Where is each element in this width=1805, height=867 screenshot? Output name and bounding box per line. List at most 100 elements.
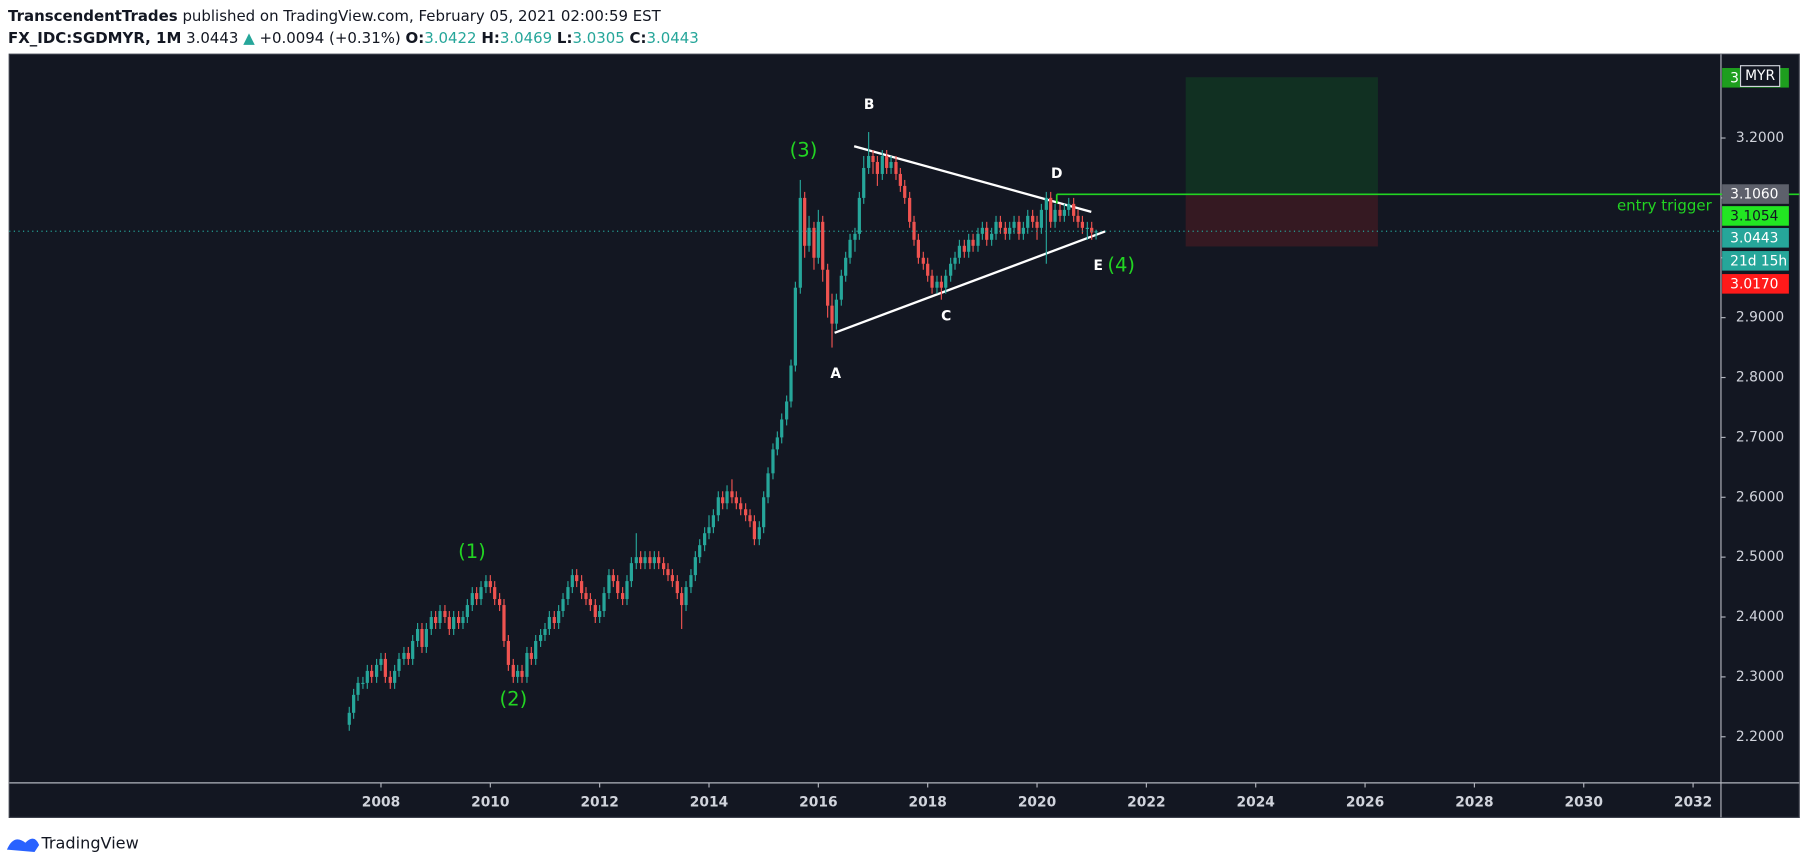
candle-body	[957, 245, 962, 258]
candle-body	[739, 503, 743, 510]
candle-body	[857, 197, 861, 234]
candle-body	[352, 694, 356, 713]
x-tick-label: 2030	[1565, 794, 1603, 810]
x-tick-label: 2016	[799, 794, 837, 810]
candle-body	[949, 263, 953, 276]
candle-body	[889, 161, 893, 168]
candle-body	[374, 664, 379, 677]
candle-body	[867, 155, 871, 168]
candle-body	[456, 617, 461, 624]
countdown-box	[1722, 251, 1789, 271]
countdown: 21d 15h	[1730, 253, 1787, 269]
wave-label: D	[1051, 166, 1062, 182]
candle-body	[730, 491, 734, 498]
candle-body	[648, 557, 652, 564]
candle-body	[397, 658, 401, 671]
candle-body	[748, 515, 752, 522]
candle-body	[812, 227, 816, 258]
candle-body	[662, 563, 666, 570]
candle-body	[652, 557, 656, 564]
candle-body	[529, 652, 533, 659]
candle-body	[525, 652, 529, 677]
candle-body	[639, 557, 643, 564]
target-zone	[1185, 77, 1378, 194]
candle-body	[785, 401, 789, 420]
candle-body	[689, 575, 693, 588]
candle-body	[885, 155, 889, 168]
candle-body	[415, 628, 420, 641]
candle-body	[361, 682, 365, 685]
candle-body	[675, 581, 679, 594]
candle-body	[725, 491, 729, 504]
candle-body	[520, 670, 524, 677]
candle-body	[775, 437, 779, 450]
stop-zone	[1185, 193, 1378, 247]
candle-body	[793, 287, 797, 366]
candle-body	[388, 676, 392, 683]
candle-body	[1062, 209, 1066, 216]
candle-body	[506, 640, 510, 665]
wave-label: (1)	[458, 540, 486, 563]
candle-body	[698, 545, 702, 558]
candle-body	[1012, 221, 1016, 228]
ohlc-value: 3.0443	[647, 29, 699, 47]
currency-box	[1739, 65, 1781, 88]
candle-body	[816, 221, 820, 258]
candle-body	[420, 628, 424, 647]
candle-body	[926, 263, 930, 276]
candle-body	[744, 509, 748, 516]
candle-body	[543, 628, 547, 635]
candle-body	[880, 155, 884, 174]
candle-body	[580, 581, 584, 594]
ohlc-label: L:	[557, 29, 573, 47]
ohlc-label: C:	[630, 29, 647, 47]
candle-body	[766, 473, 770, 498]
y-tick-label: 2.8000	[1736, 370, 1784, 386]
candle-body	[1080, 221, 1085, 228]
candle-body	[443, 611, 447, 618]
candle-body	[465, 605, 469, 618]
author: TranscendentTrades	[8, 7, 178, 25]
candle-body	[990, 233, 994, 240]
candle-body	[684, 587, 688, 606]
candle-body	[634, 557, 638, 564]
x-tick-label: 2028	[1455, 794, 1493, 810]
candle-body	[607, 575, 611, 594]
candle-body	[994, 221, 998, 234]
candle-body	[484, 581, 488, 588]
candle-body	[780, 419, 784, 438]
candle-body	[953, 257, 957, 264]
candle-body	[475, 593, 479, 600]
candle-body	[424, 628, 428, 647]
x-tick-label: 2010	[471, 794, 509, 810]
candle-body	[862, 167, 866, 198]
candle-body	[666, 569, 670, 576]
candle-body	[497, 599, 502, 606]
candle-body	[570, 575, 574, 588]
trendline-lower	[834, 230, 1106, 334]
candle-body	[762, 497, 766, 528]
ohlc-value: 3.0422	[424, 29, 476, 47]
currency: MYR	[1745, 68, 1775, 84]
candle-body	[598, 611, 602, 618]
candle-body	[848, 239, 852, 258]
ohlc-value: 3.0469	[500, 29, 552, 47]
candle-body	[962, 245, 966, 252]
candle-body	[1003, 227, 1007, 234]
y-tick-label: 2.6000	[1736, 489, 1784, 505]
candle-body	[789, 365, 793, 402]
candle-body	[511, 664, 515, 677]
candle-body	[1058, 209, 1062, 216]
candle-body	[703, 533, 707, 546]
candle-body	[898, 173, 902, 186]
candle-body	[611, 575, 615, 582]
candle-body	[406, 652, 410, 659]
candle-body	[826, 269, 830, 306]
candle-body	[370, 670, 374, 677]
candle-body	[1017, 221, 1021, 234]
symbol-line: FX_IDC:SGDMYR, 1M 3.0443 ▲ +0.0094 (+0.3…	[8, 29, 699, 47]
candle-body	[1085, 227, 1089, 229]
candle-body	[379, 658, 383, 665]
candle-body	[461, 617, 465, 624]
